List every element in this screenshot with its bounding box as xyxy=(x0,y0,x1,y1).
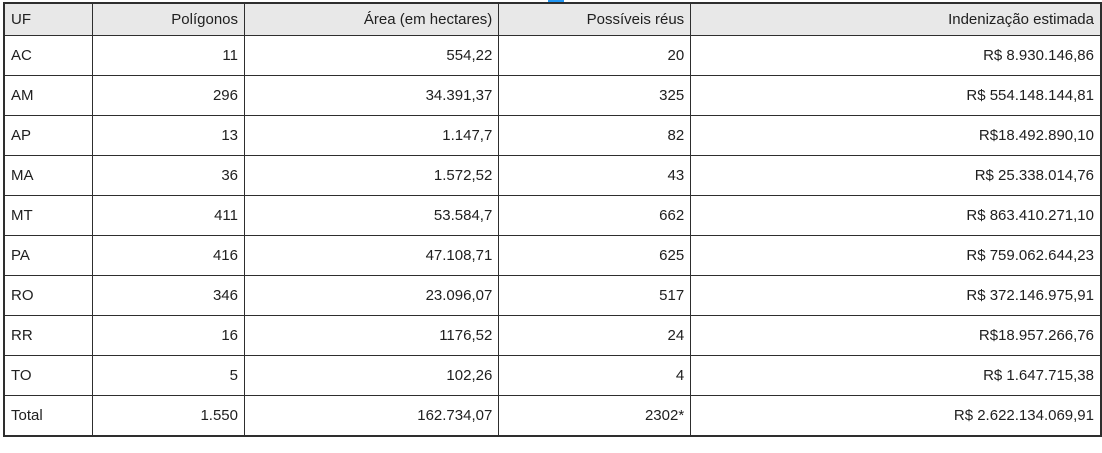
cell-area: 1176,52 xyxy=(243,315,500,356)
col-header-indenizacao: Indenização estimada xyxy=(690,2,1102,36)
cell-indenizacao: R$ 8.930.146,86 xyxy=(690,35,1102,76)
cell-poligonos: 16 xyxy=(92,315,245,356)
cell-poligonos: 1.550 xyxy=(92,395,245,437)
cell-area: 102,26 xyxy=(243,355,500,396)
cell-reus: 20 xyxy=(498,35,692,76)
cell-uf: AC xyxy=(3,35,94,76)
cell-reus: 517 xyxy=(498,275,692,316)
table-row-to: TO 5 102,26 4 R$ 1.647.715,38 xyxy=(3,355,1102,396)
table-row-am: AM 296 34.391,37 325 R$ 554.148.144,81 xyxy=(3,75,1102,116)
cell-indenizacao: R$ 759.062.644,23 xyxy=(690,235,1102,276)
cell-poligonos: 346 xyxy=(92,275,245,316)
cell-indenizacao: R$ 2.622.134.069,91 xyxy=(690,395,1102,437)
cell-uf: RR xyxy=(3,315,94,356)
table-row-ac: AC 11 554,22 20 R$ 8.930.146,86 xyxy=(3,35,1102,76)
table-row-rr: RR 16 1176,52 24 R$18.957.266,76 xyxy=(3,315,1102,356)
cell-indenizacao: R$ 863.410.271,10 xyxy=(690,195,1102,236)
cell-poligonos: 411 xyxy=(92,195,245,236)
cell-area: 47.108,71 xyxy=(243,235,500,276)
cell-indenizacao: R$ 25.338.014,76 xyxy=(690,155,1102,196)
cell-poligonos: 13 xyxy=(92,115,245,156)
col-header-area: Área (em hectares) xyxy=(243,2,500,36)
col-header-uf: UF xyxy=(3,2,94,36)
table-row-ma: MA 36 1.572,52 43 R$ 25.338.014,76 xyxy=(3,155,1102,196)
cell-uf: TO xyxy=(3,355,94,396)
table-row-mt: MT 411 53.584,7 662 R$ 863.410.271,10 xyxy=(3,195,1102,236)
cell-area: 162.734,07 xyxy=(243,395,500,437)
cell-area: 554,22 xyxy=(243,35,500,76)
cell-area: 53.584,7 xyxy=(243,195,500,236)
col-header-reus: Possíveis réus xyxy=(498,2,692,36)
table-body: AC 11 554,22 20 R$ 8.930.146,86 AM 296 34.391,3… xyxy=(3,35,1102,437)
cell-area: 34.391,37 xyxy=(243,75,500,116)
cell-reus: 43 xyxy=(498,155,692,196)
cell-indenizacao: R$ 554.148.144,81 xyxy=(690,75,1102,116)
cell-reus: 24 xyxy=(498,315,692,356)
clipped-link-fragment xyxy=(548,0,564,2)
table-row-total: Total 1.550 162.734,07 2302* R$ 2.622.134.06… xyxy=(3,395,1102,437)
cell-uf: AP xyxy=(3,115,94,156)
cell-reus: 4 xyxy=(498,355,692,396)
table-row-pa: PA 416 47.108,71 625 R$ 759.062.644,23 xyxy=(3,235,1102,276)
cell-uf: RO xyxy=(3,275,94,316)
cell-indenizacao: R$18.957.266,76 xyxy=(690,315,1102,356)
cell-area: 1.572,52 xyxy=(243,155,500,196)
cell-reus: 625 xyxy=(498,235,692,276)
cell-reus: 325 xyxy=(498,75,692,116)
table-row-ap: AP 13 1.147,7 82 R$18.492.890,10 xyxy=(3,115,1102,156)
cell-uf: PA xyxy=(3,235,94,276)
cell-uf: MA xyxy=(3,155,94,196)
cell-poligonos: 5 xyxy=(92,355,245,396)
uf-indemnity-table: UF Polígonos Área (em hectares) Possíveis r… xyxy=(3,2,1102,437)
cell-area: 23.096,07 xyxy=(243,275,500,316)
cell-uf: Total xyxy=(3,395,94,437)
cell-reus: 662 xyxy=(498,195,692,236)
table-head: UF Polígonos Área (em hectares) Possíveis r… xyxy=(3,2,1102,36)
cell-reus: 82 xyxy=(498,115,692,156)
cell-uf: AM xyxy=(3,75,94,116)
cell-indenizacao: R$ 372.146.975,91 xyxy=(690,275,1102,316)
cell-reus: 2302* xyxy=(498,395,692,437)
header-row: UF Polígonos Área (em hectares) Possíveis r… xyxy=(3,2,1102,36)
cell-poligonos: 36 xyxy=(92,155,245,196)
cell-indenizacao: R$18.492.890,10 xyxy=(690,115,1102,156)
cell-uf: MT xyxy=(3,195,94,236)
table-row-ro: RO 346 23.096,07 517 R$ 372.146.975,91 xyxy=(3,275,1102,316)
cell-poligonos: 296 xyxy=(92,75,245,116)
cell-poligonos: 416 xyxy=(92,235,245,276)
col-header-poligonos: Polígonos xyxy=(92,2,245,36)
cell-area: 1.147,7 xyxy=(243,115,500,156)
cell-poligonos: 11 xyxy=(92,35,245,76)
cell-indenizacao: R$ 1.647.715,38 xyxy=(690,355,1102,396)
